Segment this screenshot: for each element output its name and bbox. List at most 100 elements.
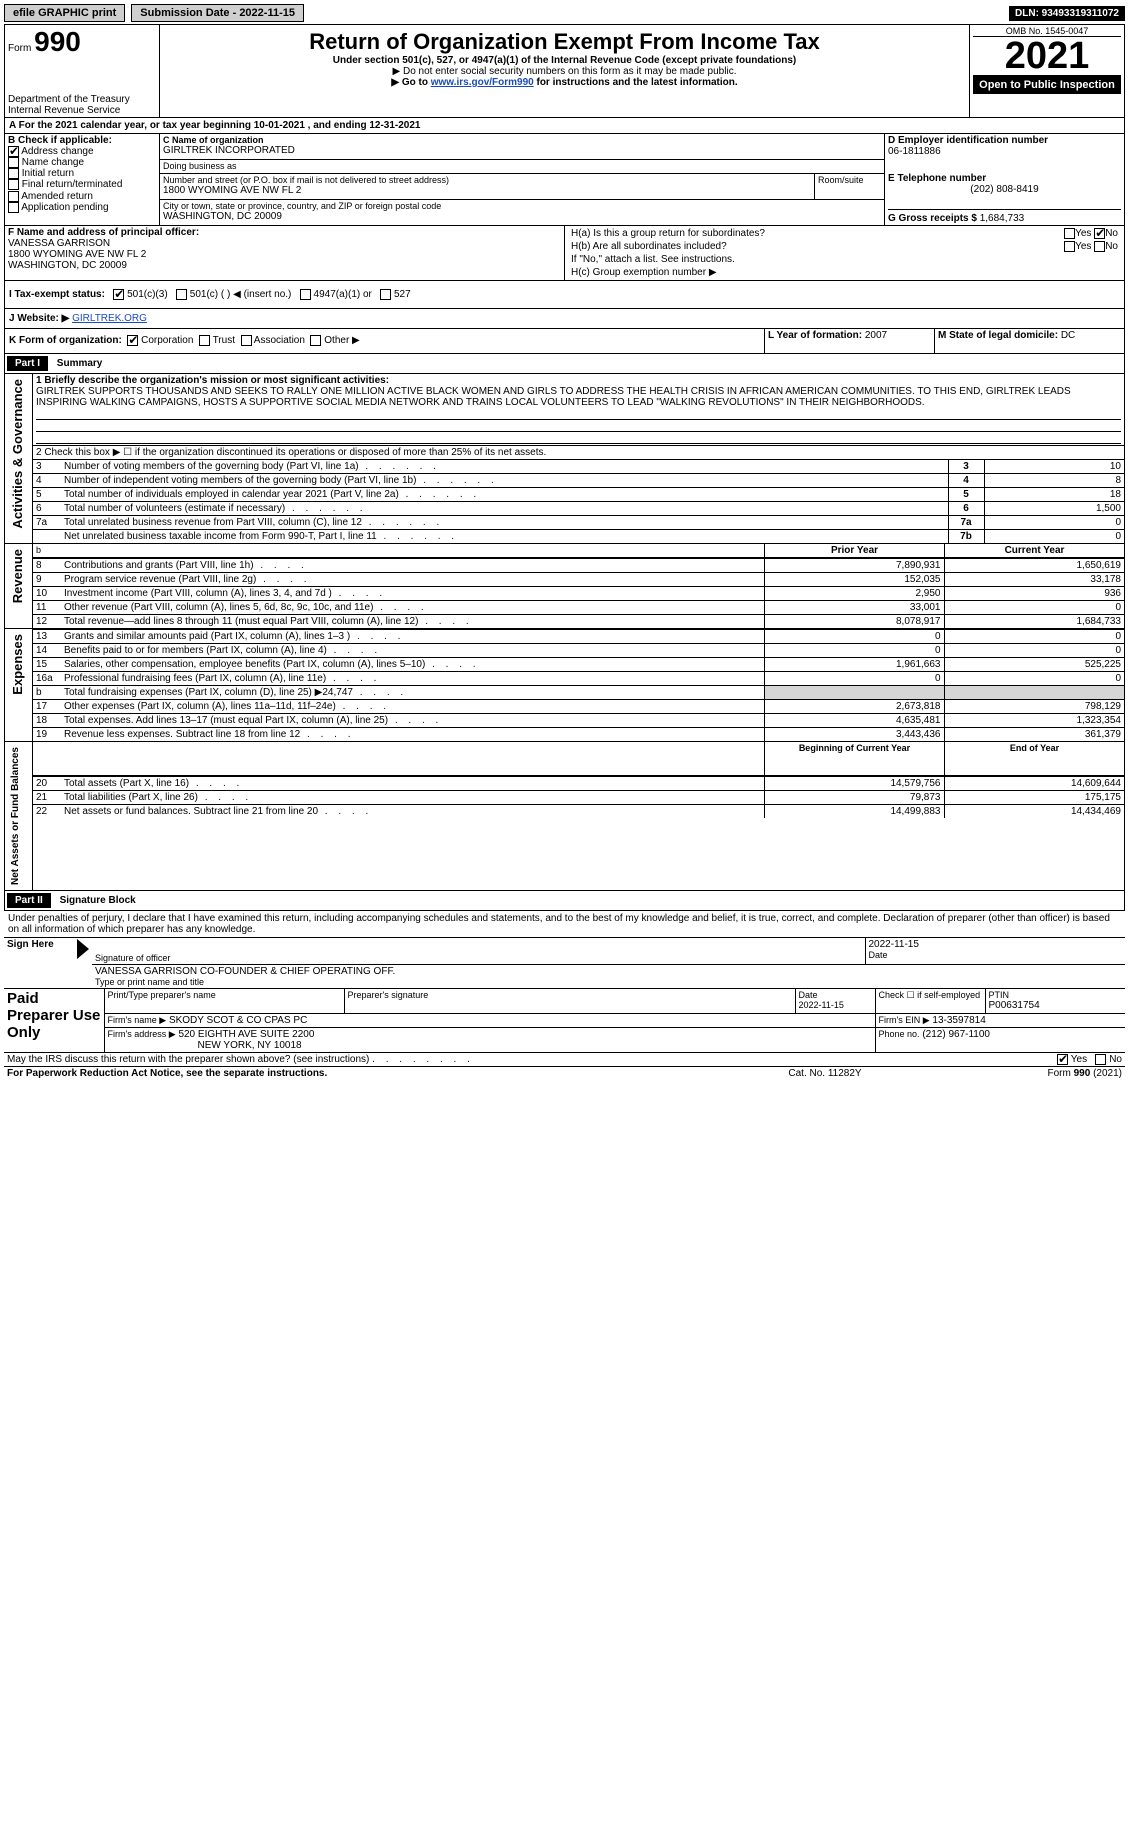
- row-n: 12: [33, 614, 61, 628]
- discuss-no[interactable]: [1095, 1054, 1106, 1065]
- blank2: [36, 420, 1121, 432]
- row-t: Grants and similar amounts paid (Part IX…: [61, 629, 764, 643]
- row-prior: 0: [764, 643, 944, 657]
- row-prior: 3,443,436: [764, 727, 944, 741]
- efile-btn[interactable]: efile GRAPHIC print: [4, 4, 125, 22]
- k-assoc[interactable]: [241, 335, 252, 346]
- row-curr: 14,609,644: [944, 777, 1124, 791]
- b-check-2[interactable]: [8, 168, 19, 179]
- form-word: Form: [8, 43, 31, 54]
- k-lbl: K Form of organization:: [9, 336, 122, 347]
- ha-yes[interactable]: [1064, 228, 1075, 239]
- k-other[interactable]: [310, 335, 321, 346]
- gov-v: 0: [984, 515, 1124, 529]
- header-table: Form 990 Department of the Treasury Inte…: [4, 24, 1125, 118]
- gov-v: 18: [984, 487, 1124, 501]
- k-opt1: Trust: [213, 336, 235, 347]
- k-opt0: Corporation: [141, 336, 193, 347]
- row-prior: 1,961,663: [764, 657, 944, 671]
- gov-v: 0: [984, 529, 1124, 543]
- row-prior: 152,035: [764, 572, 944, 586]
- row-curr: 361,379: [944, 727, 1124, 741]
- discuss-yes[interactable]: [1057, 1054, 1068, 1065]
- city-lbl: City or town, state or province, country…: [163, 201, 881, 211]
- blank3: [36, 432, 1121, 444]
- i-4947[interactable]: [300, 289, 311, 300]
- hb-no-lbl: No: [1105, 241, 1118, 252]
- gov-t: Total number of individuals employed in …: [61, 487, 948, 501]
- i-527[interactable]: [380, 289, 391, 300]
- street: 1800 WYOMING AVE NW FL 2: [163, 185, 811, 196]
- a-label: For the 2021 calendar year, or tax year …: [19, 120, 254, 131]
- row-n: 11: [33, 600, 61, 614]
- submission-btn[interactable]: Submission Date - 2022-11-15: [131, 4, 304, 22]
- e-lbl: E Telephone number: [888, 173, 1121, 184]
- firm-name-lbl: Firm's name ▶: [108, 1015, 167, 1025]
- gov-n: [33, 529, 61, 543]
- gov-v: 10: [984, 459, 1124, 473]
- row-n: 18: [33, 713, 61, 727]
- net-label: Net Assets or Fund Balances: [8, 743, 23, 889]
- b-check-0[interactable]: [8, 146, 19, 157]
- officer-name: VANESSA GARRISON: [8, 238, 561, 249]
- goto-post: for instructions and the latest informat…: [534, 77, 738, 88]
- prep-date-lbl: Date: [799, 990, 872, 1000]
- gov-n: 5: [33, 487, 61, 501]
- i-501c[interactable]: [176, 289, 187, 300]
- row-n: 13: [33, 629, 61, 643]
- row-t: Salaries, other compensation, employee b…: [61, 657, 764, 671]
- b-item-0: Address change: [21, 146, 93, 157]
- b-check-1[interactable]: [8, 157, 19, 168]
- h-b: H(b) Are all subordinates included?: [568, 240, 1011, 253]
- officer-name-title: VANESSA GARRISON CO-FOUNDER & CHIEF OPER…: [95, 966, 1122, 977]
- l-lbl: L Year of formation:: [768, 330, 862, 341]
- website-link[interactable]: GIRLTREK.ORG: [72, 313, 147, 324]
- h-b-note: If "No," attach a list. See instructions…: [568, 253, 1121, 266]
- dots: . . . . . . . .: [372, 1054, 474, 1065]
- row-n: 14: [33, 643, 61, 657]
- row-n: 22: [33, 805, 61, 819]
- row-prior: 2,950: [764, 586, 944, 600]
- row-t: Professional fundraising fees (Part IX, …: [61, 671, 764, 685]
- firm-addr1: 520 EIGHTH AVE SUITE 2200: [178, 1029, 314, 1040]
- i-opt1: 501(c) ( ) ◀ (insert no.): [190, 289, 292, 300]
- hb-yes[interactable]: [1064, 241, 1075, 252]
- h-c: H(c) Group exemption number ▶: [568, 266, 1121, 279]
- i-501c3[interactable]: [113, 289, 124, 300]
- hb-no[interactable]: [1094, 241, 1105, 252]
- irs-link[interactable]: www.irs.gov/Form990: [431, 77, 534, 88]
- gov-label: Activities & Governance: [8, 375, 27, 533]
- phone: (202) 808-8419: [888, 184, 1121, 195]
- goto-pre: ▶ Go to: [391, 77, 430, 88]
- row-n: 16a: [33, 671, 61, 685]
- dba-lbl: Doing business as: [163, 161, 881, 171]
- row-curr: 936: [944, 586, 1124, 600]
- ha-no[interactable]: [1094, 228, 1105, 239]
- sign-here-block: Sign Here Signature of officer 2022-11-1…: [4, 937, 1125, 989]
- row-curr: 525,225: [944, 657, 1124, 671]
- b-check-5[interactable]: [8, 202, 19, 213]
- row-n: 19: [33, 727, 61, 741]
- k-trust[interactable]: [199, 335, 210, 346]
- row-prior: 14,499,883: [764, 805, 944, 819]
- b-check-4[interactable]: [8, 191, 19, 202]
- firm-addr2: NEW YORK, NY 10018: [108, 1040, 872, 1051]
- officer-addr2: WASHINGTON, DC 20009: [8, 260, 561, 271]
- org-name: GIRLTREK INCORPORATED: [163, 145, 881, 156]
- b-item-4: Amended return: [21, 191, 93, 202]
- row-curr: 798,129: [944, 699, 1124, 713]
- gov-t: Total unrelated business revenue from Pa…: [61, 515, 948, 529]
- discuss-q: May the IRS discuss this return with the…: [7, 1054, 369, 1065]
- row-prior: 14,579,756: [764, 777, 944, 791]
- city: WASHINGTON, DC 20009: [163, 211, 881, 222]
- row-t: Program service revenue (Part VIII, line…: [61, 572, 764, 586]
- row-n: 20: [33, 777, 61, 791]
- row-prior: 0: [764, 671, 944, 685]
- prep-sig-lbl: Preparer's signature: [348, 990, 792, 1000]
- row-curr: 0: [944, 629, 1124, 643]
- ha-no-lbl: No: [1105, 228, 1118, 239]
- ssn-warning: ▶ Do not enter social security numbers o…: [170, 66, 959, 77]
- mission-lbl: 1 Briefly describe the organization's mi…: [36, 375, 1121, 386]
- k-corp[interactable]: [127, 335, 138, 346]
- b-check-3[interactable]: [8, 179, 19, 190]
